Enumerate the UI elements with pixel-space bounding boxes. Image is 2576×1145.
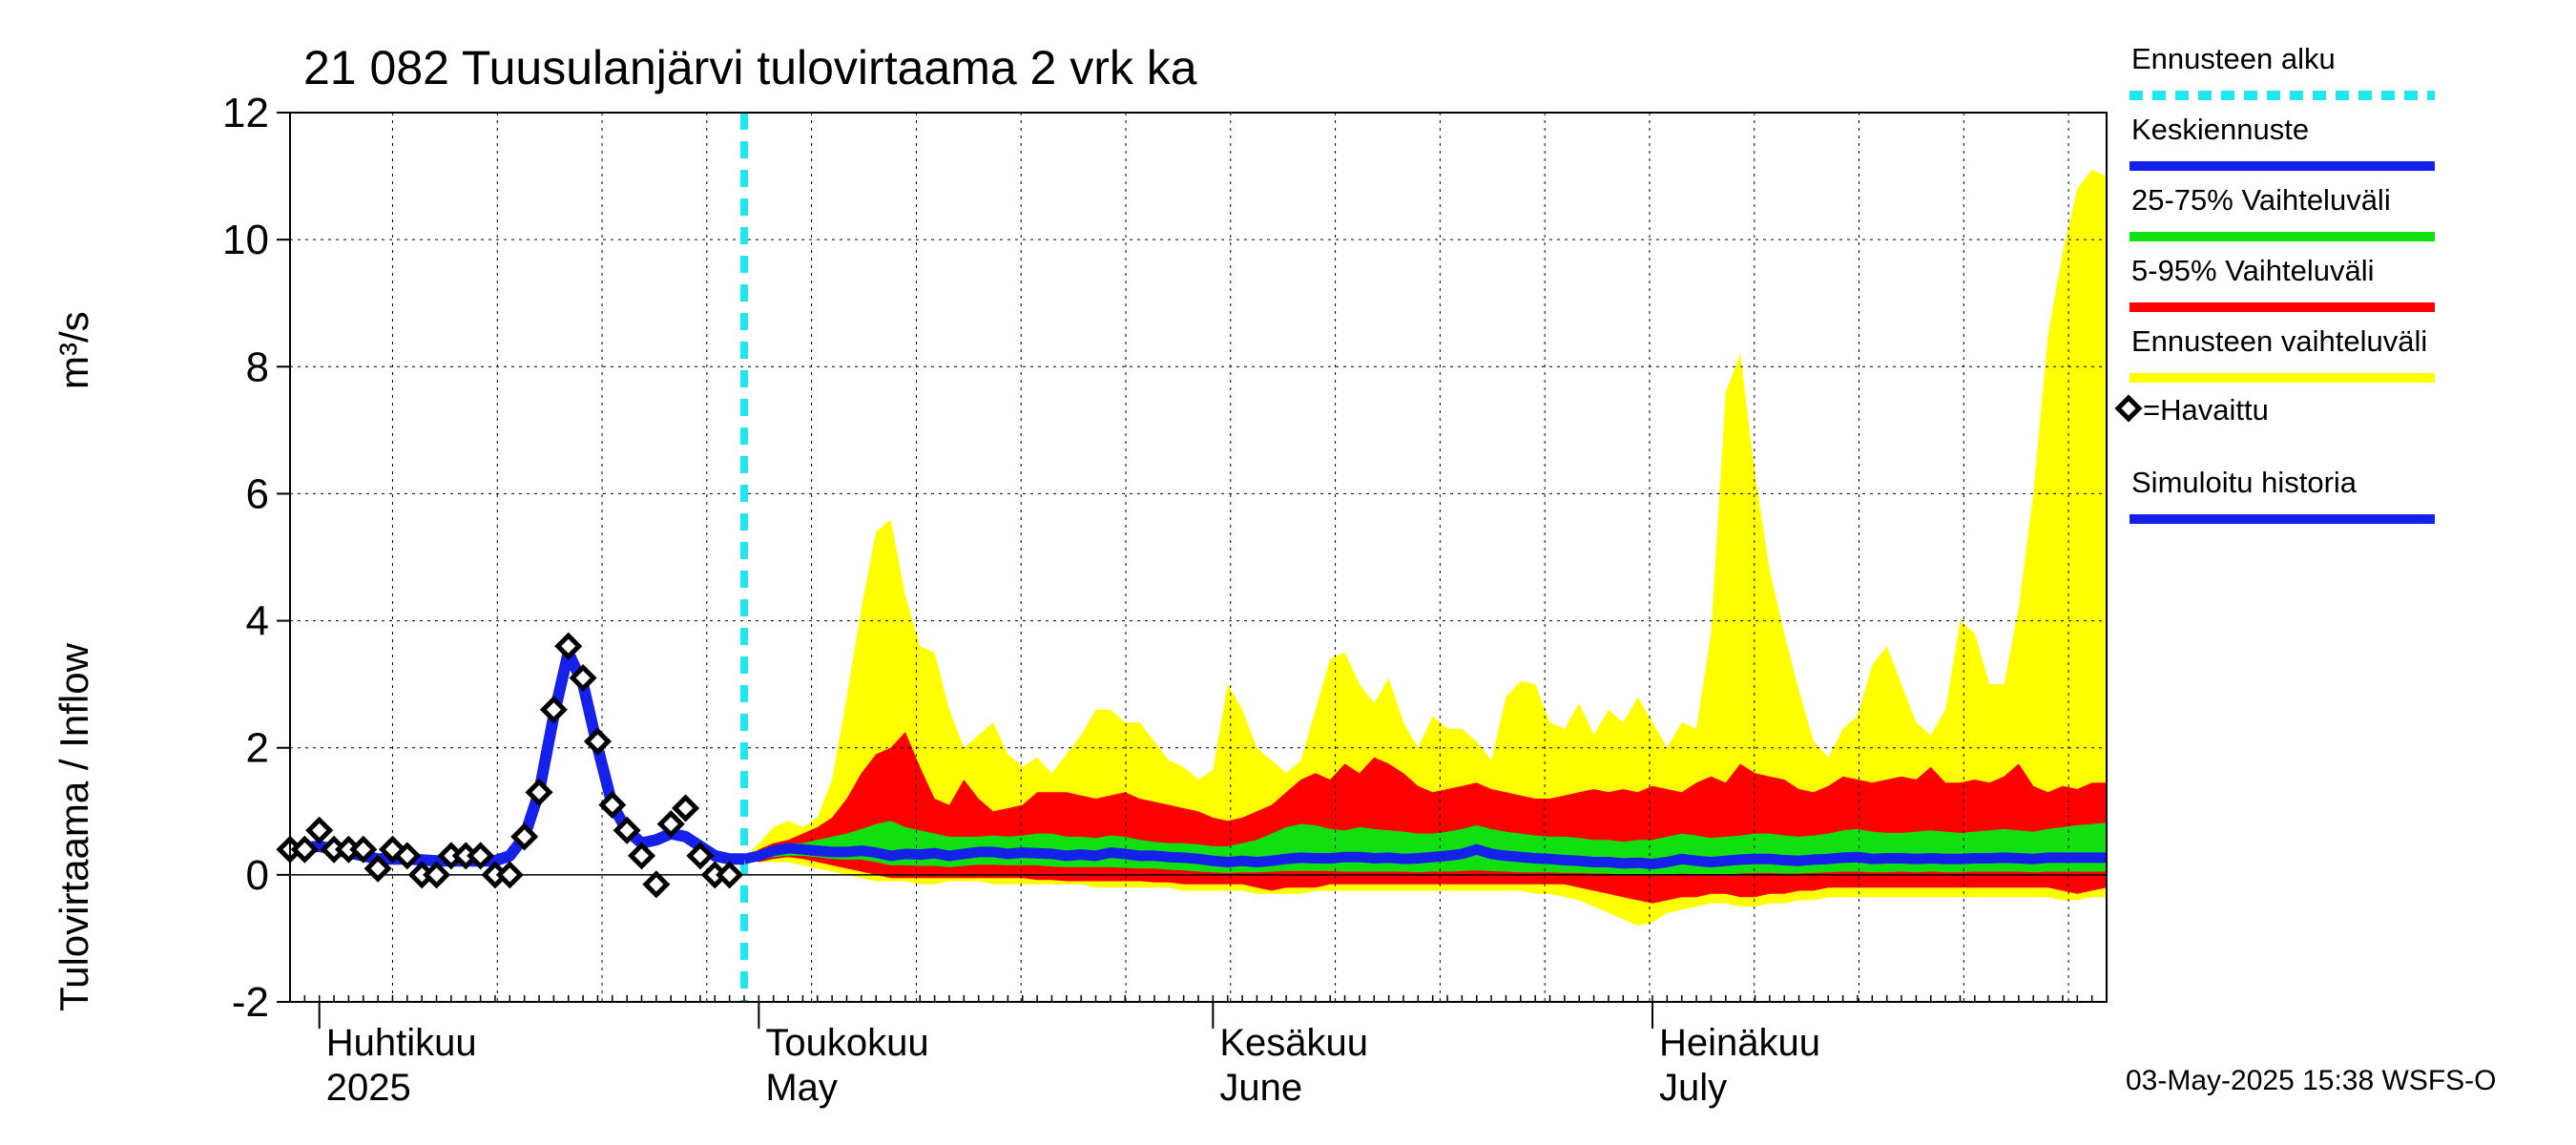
forecast-bands [744,169,2107,926]
month-label-en: July [1659,1067,1727,1109]
y-tick-label: 10 [222,217,269,263]
observed-point [495,861,524,889]
y-axis-unit: m³/s [52,311,96,389]
y-tick-label: 6 [246,470,269,517]
y-tick-label: -2 [232,979,269,1026]
legend-label: 25-75% Vaihteluväli [2131,183,2391,217]
observed-point [290,835,319,864]
observed-point [423,861,451,889]
observed-markers [276,632,744,899]
chart-title: 21 082 Tuusulanjärvi tulovirtaama 2 vrk … [303,41,1197,94]
month-label-fi: Huhtikuu [326,1022,477,1064]
legend-label: =Havaittu [2143,393,2269,427]
observed-point [716,861,744,889]
legend-label: Simuloitu historia [2131,466,2358,499]
month-label-en: May [765,1067,838,1109]
observed-point [627,842,656,870]
legend-label: 5-95% Vaihteluväli [2131,254,2374,287]
legend: Ennusteen alku Keskiennuste 25-75% Vaihtel… [2114,42,2435,524]
month-label-en: June [1219,1067,1302,1109]
y-tick-label: 0 [246,852,269,899]
observed-point [642,870,671,899]
legend-label: Ennusteen vaihteluväli [2131,324,2427,358]
observed-point [554,632,583,660]
observed-point [525,778,553,806]
observed-point [598,791,627,820]
y-axis-label: Tulovirtaama / Inflow [52,642,96,1011]
month-label-fi: Toukokuu [765,1022,928,1064]
legend-observed-marker [2114,394,2143,423]
observed-point [305,816,334,844]
y-tick-label: 12 [222,90,269,136]
observed-point [613,816,641,844]
month-label-fi: Kesäkuu [1219,1022,1368,1064]
observed-point [539,696,568,724]
y-tick-label: 8 [246,344,269,390]
observed-point [467,842,495,870]
observed-point [656,810,685,839]
observed-point [686,842,715,870]
y-tick-label: 2 [246,725,269,772]
observed-point [349,835,378,864]
observed-point [583,727,612,756]
mean-forecast-line [742,843,2107,869]
y-tick-label: 4 [246,598,269,645]
legend-label: Keskiennuste [2131,113,2309,146]
observed-point [393,842,422,870]
month-label-fi: Heinäkuu [1659,1022,1820,1064]
legend-label: Ennusteen alku [2131,42,2336,75]
observed-point [569,663,597,693]
month-label-en: 2025 [326,1067,411,1109]
timestamp-footer: 03-May-2025 15:38 WSFS-O [2126,1065,2497,1096]
forecast-range-band [744,169,2107,926]
observed-point [510,822,539,851]
observed-point [672,794,700,822]
observed-point [364,854,392,883]
